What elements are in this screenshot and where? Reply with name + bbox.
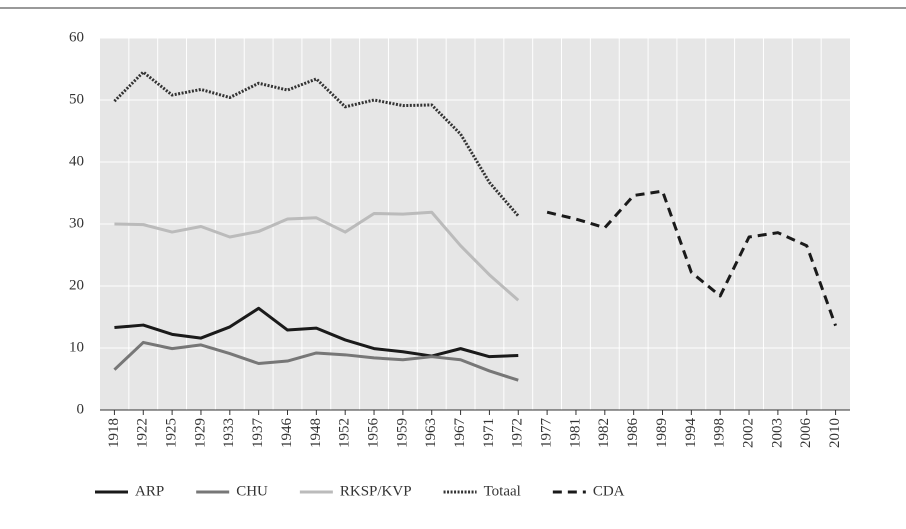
x-tick-label: 1963 bbox=[423, 418, 439, 448]
x-tick-label: 1967 bbox=[452, 418, 468, 449]
x-tick-label: 1971 bbox=[481, 418, 497, 448]
x-tick-label: 1948 bbox=[308, 418, 324, 448]
legend-label: Totaal bbox=[484, 483, 521, 499]
x-tick-label: 1933 bbox=[221, 418, 237, 448]
y-tick-label: 10 bbox=[69, 339, 84, 355]
x-tick-label: 2010 bbox=[827, 418, 843, 448]
y-tick-label: 40 bbox=[69, 153, 84, 169]
y-tick-label: 30 bbox=[69, 215, 84, 231]
x-tick-label: 1981 bbox=[567, 418, 583, 448]
y-tick-label: 0 bbox=[77, 401, 85, 417]
x-tick-label: 1925 bbox=[164, 418, 180, 448]
x-tick-label: 1972 bbox=[510, 418, 526, 448]
series-line bbox=[114, 306, 519, 359]
y-tick-label: 20 bbox=[69, 277, 84, 293]
x-tick-label: 1986 bbox=[625, 418, 641, 449]
x-tick-label: 1952 bbox=[337, 418, 353, 448]
x-tick-label: 1959 bbox=[394, 418, 410, 448]
x-tick-label: 1977 bbox=[539, 418, 555, 449]
x-tick-label: 1937 bbox=[250, 418, 266, 449]
x-tick-label: 2002 bbox=[740, 418, 756, 448]
legend-label: ARP bbox=[135, 483, 164, 499]
x-tick-label: 2003 bbox=[769, 418, 785, 448]
y-tick-label: 60 bbox=[69, 29, 84, 45]
x-tick-label: 1918 bbox=[106, 418, 122, 448]
x-tick-label: 1922 bbox=[135, 418, 151, 448]
x-tick-label: 1994 bbox=[683, 418, 699, 449]
series-line bbox=[113, 70, 520, 217]
x-tick-label: 1929 bbox=[192, 418, 208, 448]
series-line bbox=[113, 340, 519, 382]
x-tick-label: 1998 bbox=[712, 418, 728, 448]
x-tick-label: 1956 bbox=[365, 418, 381, 449]
x-tick-label: 1946 bbox=[279, 418, 295, 449]
x-tick-label: 1989 bbox=[654, 418, 670, 448]
legend-label: CDA bbox=[593, 483, 625, 499]
x-tick-label: 2006 bbox=[798, 418, 814, 449]
series-line bbox=[546, 189, 837, 327]
series-line bbox=[114, 210, 520, 302]
legend-label: RKSP/KVP bbox=[340, 483, 412, 499]
legend-label: CHU bbox=[236, 483, 268, 499]
x-tick-label: 1982 bbox=[596, 418, 612, 448]
y-tick-label: 50 bbox=[69, 91, 84, 107]
